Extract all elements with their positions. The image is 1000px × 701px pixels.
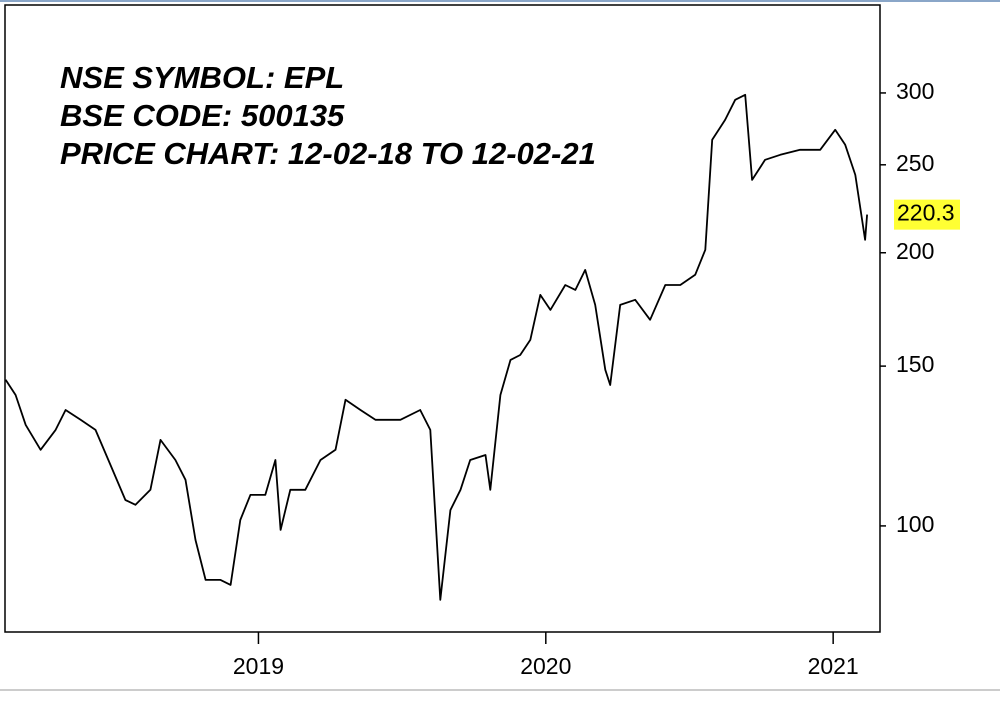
last-value-box <box>894 199 960 230</box>
annotation: PRICE CHART: 12-02-18 TO 12-02-21 <box>60 136 596 171</box>
y-tick-label: 300 <box>896 78 934 104</box>
last-value-label: 220.3 <box>897 200 955 226</box>
y-tick-label: 150 <box>896 351 934 377</box>
annotation: BSE CODE: 500135 <box>60 98 345 133</box>
y-tick-label: 200 <box>896 238 934 264</box>
price-line <box>4 93 868 601</box>
y-tick-label: 100 <box>896 511 934 537</box>
y-tick-label: 250 <box>896 150 934 176</box>
x-tick-label: 2021 <box>808 653 859 679</box>
annotation: NSE SYMBOL: EPL <box>60 60 344 95</box>
plot-area <box>4 4 881 633</box>
x-tick-label: 2020 <box>520 653 571 679</box>
x-tick-label: 2019 <box>233 653 284 679</box>
